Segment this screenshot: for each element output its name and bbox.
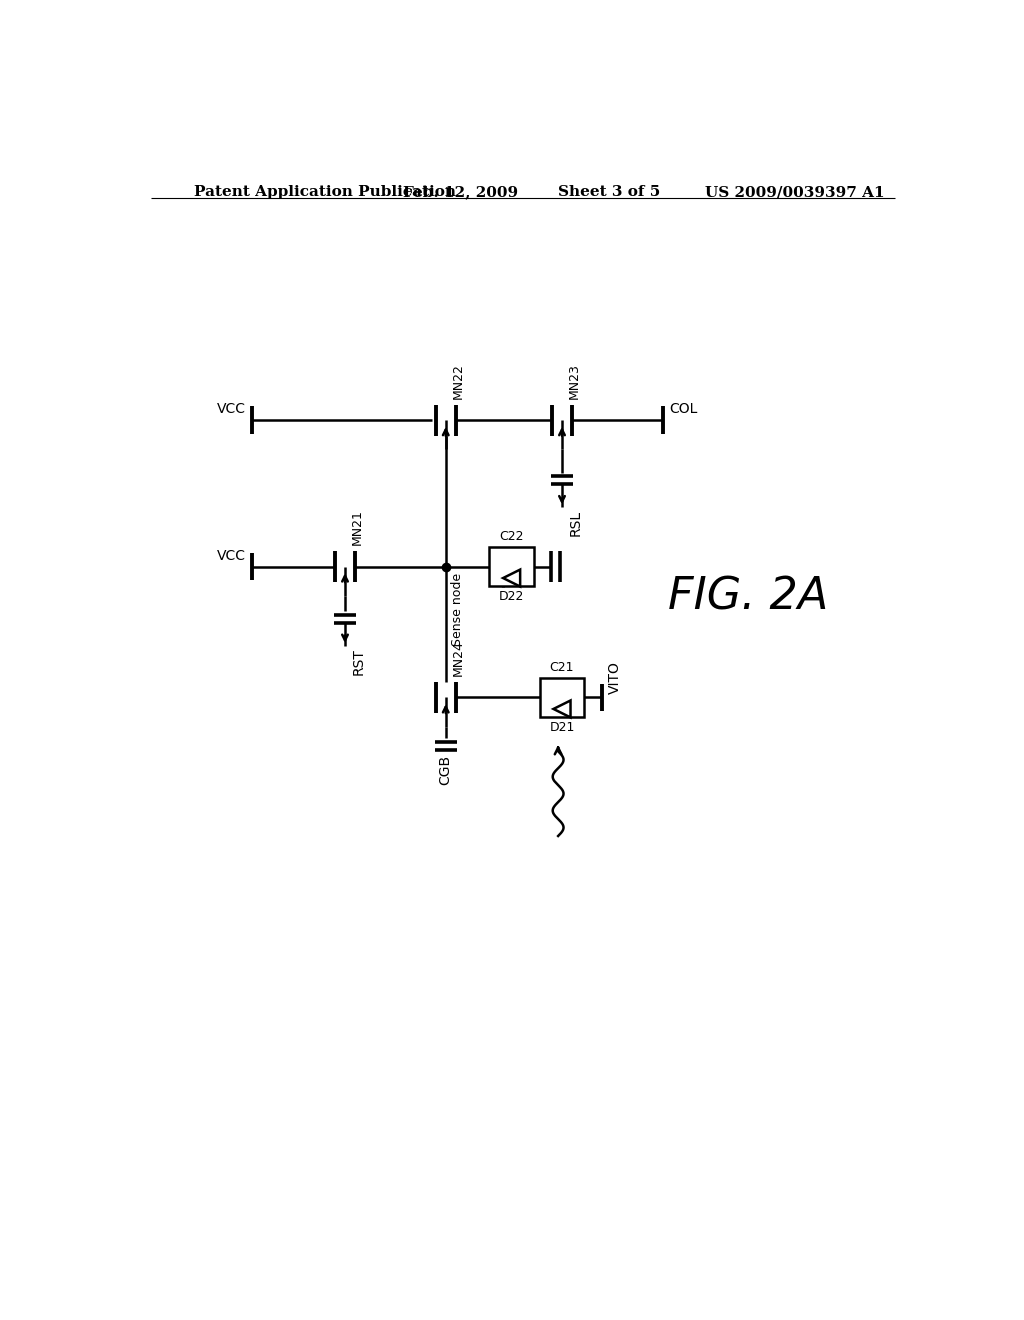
Text: Sense node: Sense node	[452, 573, 464, 645]
Text: CGB: CGB	[438, 755, 453, 785]
Text: COL: COL	[669, 403, 697, 416]
Text: Feb. 12, 2009: Feb. 12, 2009	[403, 185, 518, 199]
Text: D21: D21	[549, 721, 574, 734]
Bar	[489, 548, 535, 586]
Text: FIG. 2A: FIG. 2A	[668, 576, 828, 619]
Text: Patent Application Publication: Patent Application Publication	[194, 185, 456, 199]
Text: MN22: MN22	[452, 363, 465, 399]
Bar	[540, 678, 585, 717]
Text: MN21: MN21	[351, 510, 365, 545]
Text: Sheet 3 of 5: Sheet 3 of 5	[558, 185, 660, 199]
Text: US 2009/0039397 A1: US 2009/0039397 A1	[706, 185, 885, 199]
Text: VITO: VITO	[607, 661, 622, 693]
Text: RSL: RSL	[568, 510, 583, 536]
Text: VCC: VCC	[217, 403, 246, 416]
Text: C22: C22	[500, 529, 524, 543]
Text: C21: C21	[550, 660, 574, 673]
Text: MN23: MN23	[568, 363, 582, 399]
Text: RST: RST	[351, 648, 366, 675]
Text: D22: D22	[499, 590, 524, 603]
Text: VCC: VCC	[217, 549, 246, 562]
Text: MN24: MN24	[452, 640, 465, 676]
